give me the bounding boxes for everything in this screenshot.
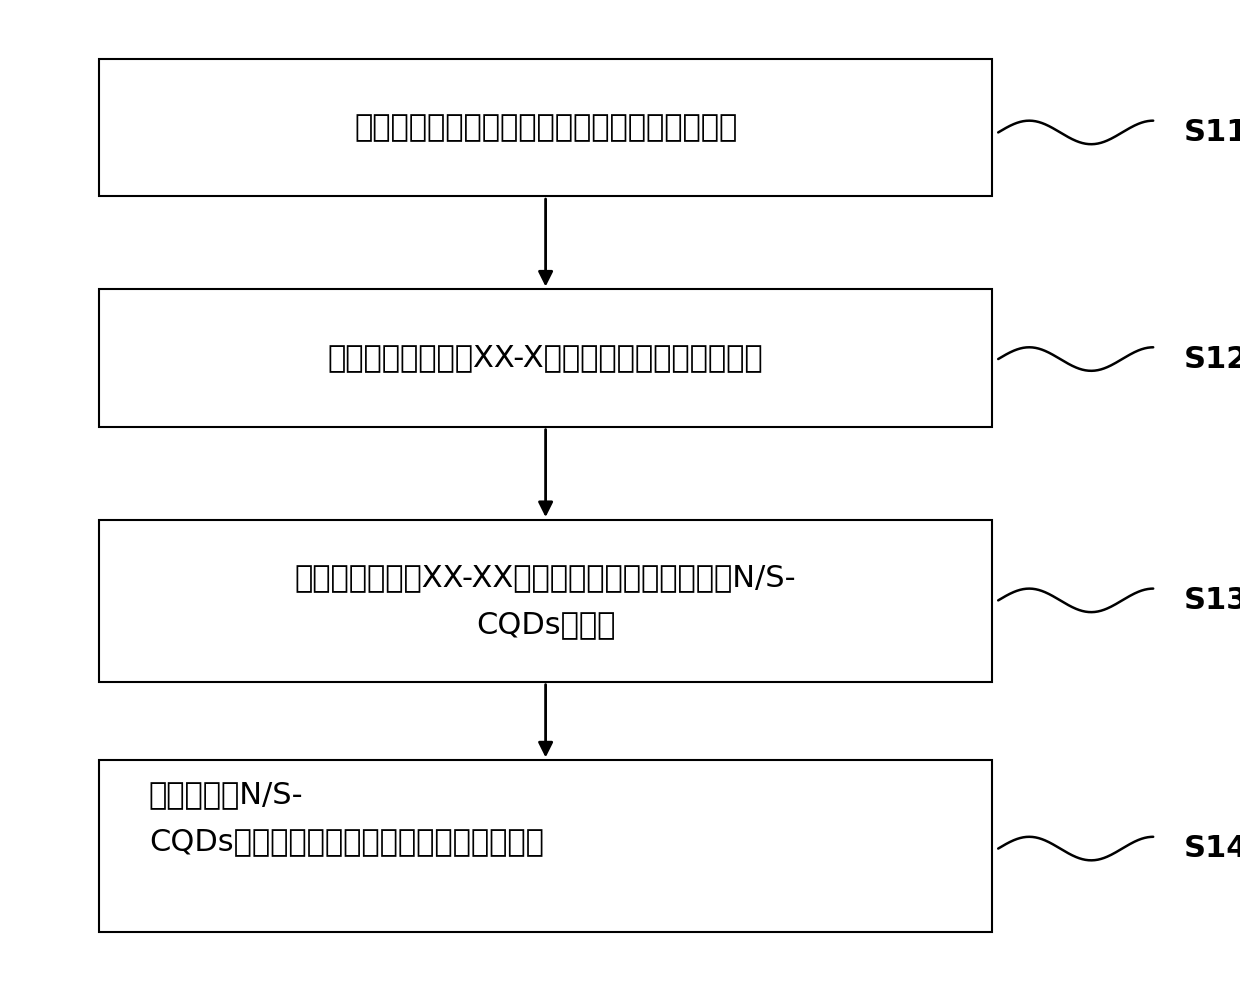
- Bar: [99, 760, 992, 932]
- Bar: [99, 59, 992, 196]
- Text: S120: S120: [1184, 344, 1240, 374]
- Text: 将所述混合溶液在XX-X度中进行蒸馏，得到蒸馏液: 将所述混合溶液在XX-X度中进行蒸馏，得到蒸馏液: [327, 343, 764, 373]
- Text: S130: S130: [1184, 586, 1240, 615]
- Text: 将柠檬酸、谷胱甘肽及水混合，以形成混合溶液: 将柠檬酸、谷胱甘肽及水混合，以形成混合溶液: [353, 113, 738, 142]
- Text: 将所述蒸馏液于XX-XX度保温反应，得到含有荧光N/S-
CQDs的溶液: 将所述蒸馏液于XX-XX度保温反应，得到含有荧光N/S- CQDs的溶液: [295, 563, 796, 639]
- Bar: [99, 289, 992, 427]
- Bar: [99, 520, 992, 682]
- Text: S110: S110: [1184, 118, 1240, 147]
- Text: 将所述荧光N/S-
CQDs溶液进行透析，得到所述荧光碳量子点: 将所述荧光N/S- CQDs溶液进行透析，得到所述荧光碳量子点: [149, 780, 543, 856]
- Text: S140: S140: [1184, 834, 1240, 863]
